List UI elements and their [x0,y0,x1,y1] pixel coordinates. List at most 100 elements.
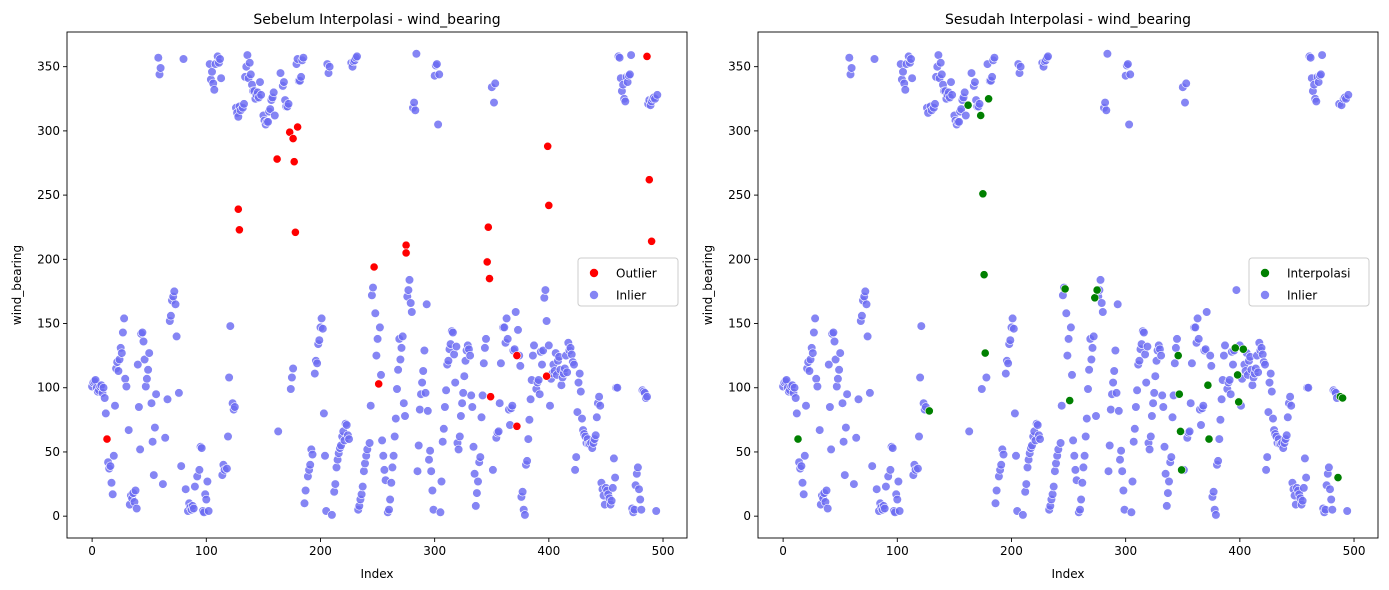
point-inlier [634,484,644,494]
point-inlier [1206,361,1216,371]
point-inlier [872,484,882,494]
point-inlier [387,462,398,473]
legend-marker [589,290,599,300]
point-inlier [379,465,390,475]
point-inlier [135,444,145,455]
point-inlier [1224,375,1235,385]
point-inlier [1317,50,1327,60]
point-inlier [1146,431,1156,442]
point-inlier [189,503,199,514]
point-interpolasi [984,94,993,104]
point-interpolasi [1176,426,1185,436]
point-inlier [966,68,977,78]
point-inlier [358,482,368,492]
point-inlier [545,401,555,411]
point-inlier [113,366,123,376]
point-inlier [991,485,1002,496]
point-inlier [577,414,587,424]
point-inlier [475,452,485,462]
point-inlier [540,285,551,295]
point-inlier [792,408,802,419]
point-inlier [98,383,109,393]
point-inlier [1100,97,1110,108]
point-inlier [398,331,408,342]
point-inlier [970,77,980,87]
point-outlier [234,225,244,235]
point-interpolasi [1090,293,1100,303]
point-inlier [825,402,835,412]
point-inlier [562,367,572,377]
point-inlier [133,360,143,370]
point-inlier [1067,370,1077,380]
point-inlier [393,365,403,375]
point-inlier [142,374,152,384]
point-inlier [344,434,354,444]
point-inlier [651,506,661,516]
point-inlier [1311,96,1321,106]
point-inlier [256,90,266,100]
point-inlier [1116,446,1126,456]
point-inlier [1125,69,1135,79]
point-inlier [1127,476,1138,487]
point-inlier [118,327,128,338]
point-inlier [1186,398,1196,408]
point-inlier [320,451,330,461]
point-inlier [378,451,388,461]
point-inlier [1021,479,1031,489]
point-inlier [265,104,275,114]
point-inlier [1202,307,1212,317]
point-inlier [471,501,481,511]
point-inlier [450,378,460,388]
point-inlier [1192,313,1203,324]
point-inlier [376,370,386,380]
point-inlier [974,99,985,109]
point-outlier [401,248,411,258]
point-inlier [1247,380,1257,390]
point-inlier [1228,360,1238,370]
point-inlier [502,313,512,324]
point-inlier [296,72,306,82]
point-inlier [245,58,255,68]
point-inlier [1050,466,1060,476]
point-inlier [178,54,189,64]
point-outlier [482,257,492,267]
point-inlier [230,402,240,412]
point-inlier [620,96,630,106]
point-inlier [1081,431,1091,442]
point-inlier [225,321,235,331]
point-inlier [849,479,859,489]
y-tick-label: 150 [37,317,60,331]
point-inlier [197,443,207,453]
point-inlier [906,54,916,64]
point-inlier [439,424,449,434]
point-inlier [1035,434,1045,444]
point-inlier [964,426,974,437]
point-inlier [365,438,375,448]
point-inlier [194,465,204,475]
point-outlier [512,421,522,431]
point-inlier [1009,324,1019,334]
point-inlier [880,503,890,514]
point-inlier [838,437,849,447]
point-inlier [451,342,462,352]
point-outlier [272,154,282,164]
y-tick-label: 350 [37,60,60,74]
point-inlier [1305,53,1316,63]
point-inlier [305,460,315,470]
point-inlier [385,494,395,505]
point-inlier [823,503,833,514]
y-tick-label: 300 [728,124,751,138]
point-inlier [1163,488,1173,498]
point-outlier [544,200,554,210]
point-inlier [844,53,854,63]
point-inlier [279,77,289,87]
point-inlier [592,412,602,422]
point-inlier [522,456,532,466]
point-inlier [1180,97,1190,108]
point-inlier [829,336,840,347]
x-tick-label: 400 [1228,544,1251,558]
point-inlier [239,99,249,109]
point-inlier [1327,505,1337,515]
point-inlier [570,465,580,475]
point-outlier [401,240,411,250]
